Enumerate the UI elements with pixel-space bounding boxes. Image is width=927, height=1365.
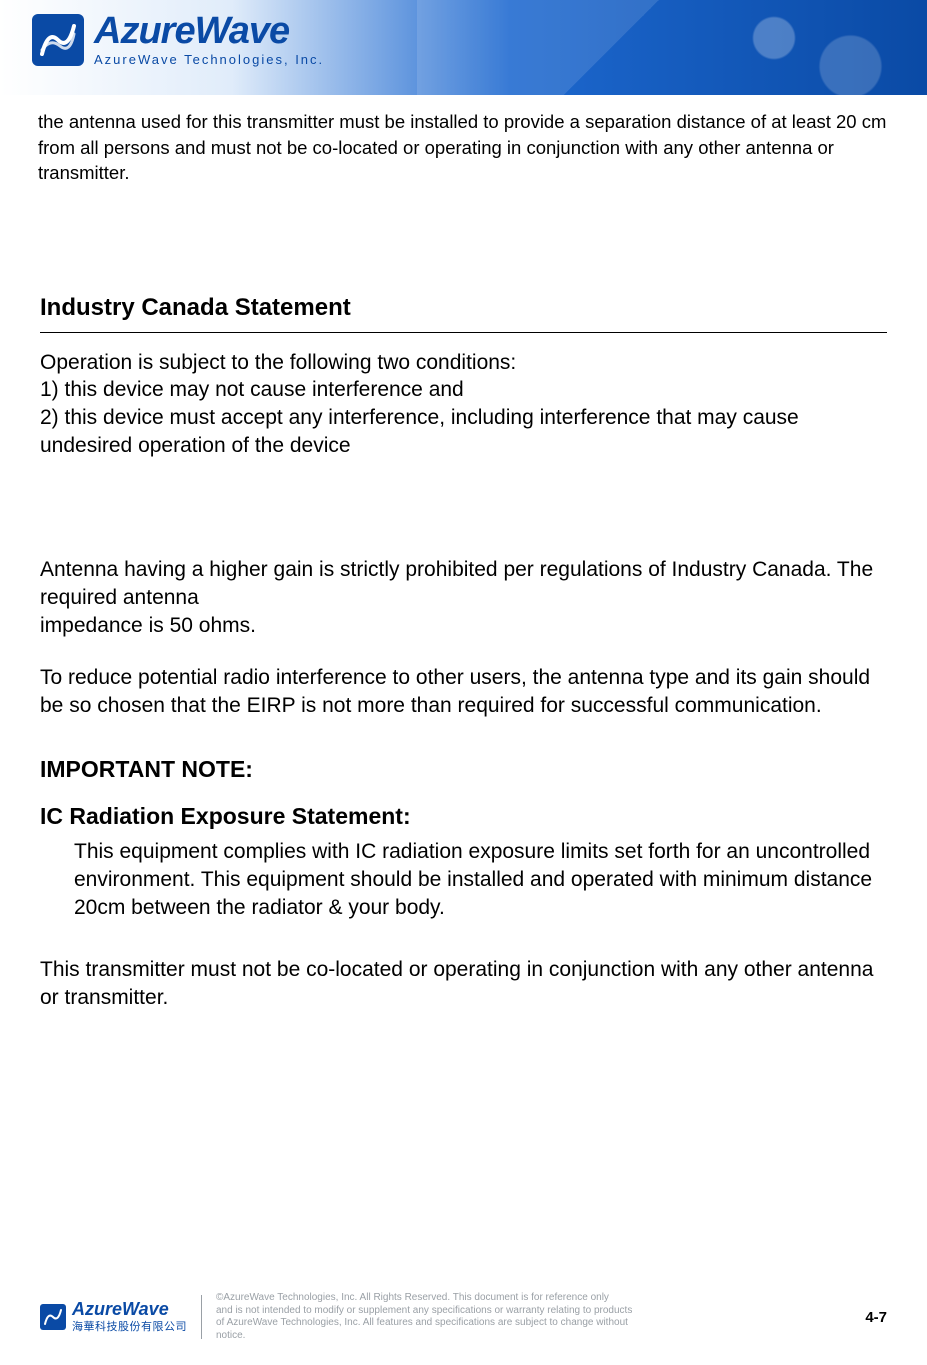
logo-text: AzureWave AzureWave Technologies, Inc.: [94, 12, 324, 67]
interference-paragraph: To reduce potential radio interference t…: [40, 664, 887, 720]
footer-logo-cn: 海華科技股份有限公司: [72, 1318, 187, 1334]
important-note-heading: IMPORTANT NOTE:: [40, 756, 887, 783]
ic-exposure-heading: IC Radiation Exposure Statement:: [40, 803, 887, 830]
footo-mark-icon: [40, 1304, 66, 1330]
page-content: the antenna used for this transmitter mu…: [0, 95, 927, 1011]
footer-logo-word: AzureWave: [72, 1300, 187, 1318]
footer-copyright: ©AzureWave Technologies, Inc. All Rights…: [216, 1292, 646, 1342]
footer-notice-l1: ©AzureWave Technologies, Inc. All Rights…: [216, 1292, 646, 1305]
footer-logo: AzureWave 海華科技股份有限公司: [40, 1300, 187, 1334]
condition-2: 2) this device must accept any interfere…: [40, 404, 887, 460]
ic-exposure-paragraph: This equipment complies with IC radiatio…: [74, 838, 887, 922]
footer-divider: [201, 1295, 202, 1339]
conditions-intro: Operation is subject to the following tw…: [40, 349, 887, 377]
section-heading: Industry Canada Statement: [40, 294, 887, 322]
condition-1: 1) this device may not cause interferenc…: [40, 376, 887, 404]
header-logo: AzureWave AzureWave Technologies, Inc.: [32, 12, 324, 67]
header-banner: AzureWave AzureWave Technologies, Inc.: [0, 0, 927, 95]
logo-tagline: AzureWave Technologies, Inc.: [94, 52, 324, 67]
logo-mark-icon: [32, 14, 84, 66]
antenna-gain-p1: Antenna having a higher gain is strictly…: [40, 556, 887, 612]
footer-notice-l3: of AzureWave Technologies, Inc. All feat…: [216, 1317, 646, 1342]
page-number: 4-7: [865, 1309, 887, 1326]
section-rule: [40, 332, 887, 333]
logo-word: AzureWave: [94, 12, 324, 50]
footer-logo-text: AzureWave 海華科技股份有限公司: [72, 1300, 187, 1334]
footer-notice-l2: and is not intended to modify or supplem…: [216, 1305, 646, 1318]
page-footer: AzureWave 海華科技股份有限公司 ©AzureWave Technolo…: [0, 1287, 927, 1347]
antenna-gain-p2: impedance is 50 ohms.: [40, 612, 887, 640]
colocation-paragraph: This transmitter must not be co-located …: [40, 956, 887, 1012]
intro-paragraph: the antenna used for this transmitter mu…: [38, 109, 887, 186]
